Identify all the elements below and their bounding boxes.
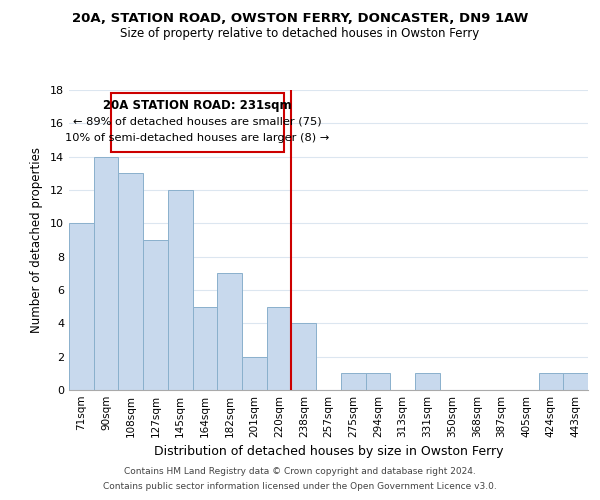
Text: 20A STATION ROAD: 231sqm: 20A STATION ROAD: 231sqm: [103, 99, 292, 112]
Bar: [143, 240, 168, 390]
Bar: [415, 374, 440, 390]
Bar: [539, 374, 563, 390]
Text: Size of property relative to detached houses in Owston Ferry: Size of property relative to detached ho…: [121, 28, 479, 40]
FancyBboxPatch shape: [111, 94, 284, 152]
Bar: [217, 274, 242, 390]
Text: 20A, STATION ROAD, OWSTON FERRY, DONCASTER, DN9 1AW: 20A, STATION ROAD, OWSTON FERRY, DONCAST…: [72, 12, 528, 26]
X-axis label: Distribution of detached houses by size in Owston Ferry: Distribution of detached houses by size …: [154, 446, 503, 458]
Bar: [193, 306, 217, 390]
Bar: [365, 374, 390, 390]
Y-axis label: Number of detached properties: Number of detached properties: [30, 147, 43, 333]
Bar: [69, 224, 94, 390]
Bar: [341, 374, 365, 390]
Bar: [94, 156, 118, 390]
Bar: [292, 324, 316, 390]
Text: Contains public sector information licensed under the Open Government Licence v3: Contains public sector information licen…: [103, 482, 497, 491]
Text: 10% of semi-detached houses are larger (8) →: 10% of semi-detached houses are larger (…: [65, 134, 329, 143]
Text: ← 89% of detached houses are smaller (75): ← 89% of detached houses are smaller (75…: [73, 116, 322, 126]
Bar: [563, 374, 588, 390]
Bar: [267, 306, 292, 390]
Text: Contains HM Land Registry data © Crown copyright and database right 2024.: Contains HM Land Registry data © Crown c…: [124, 467, 476, 476]
Bar: [168, 190, 193, 390]
Bar: [242, 356, 267, 390]
Bar: [118, 174, 143, 390]
